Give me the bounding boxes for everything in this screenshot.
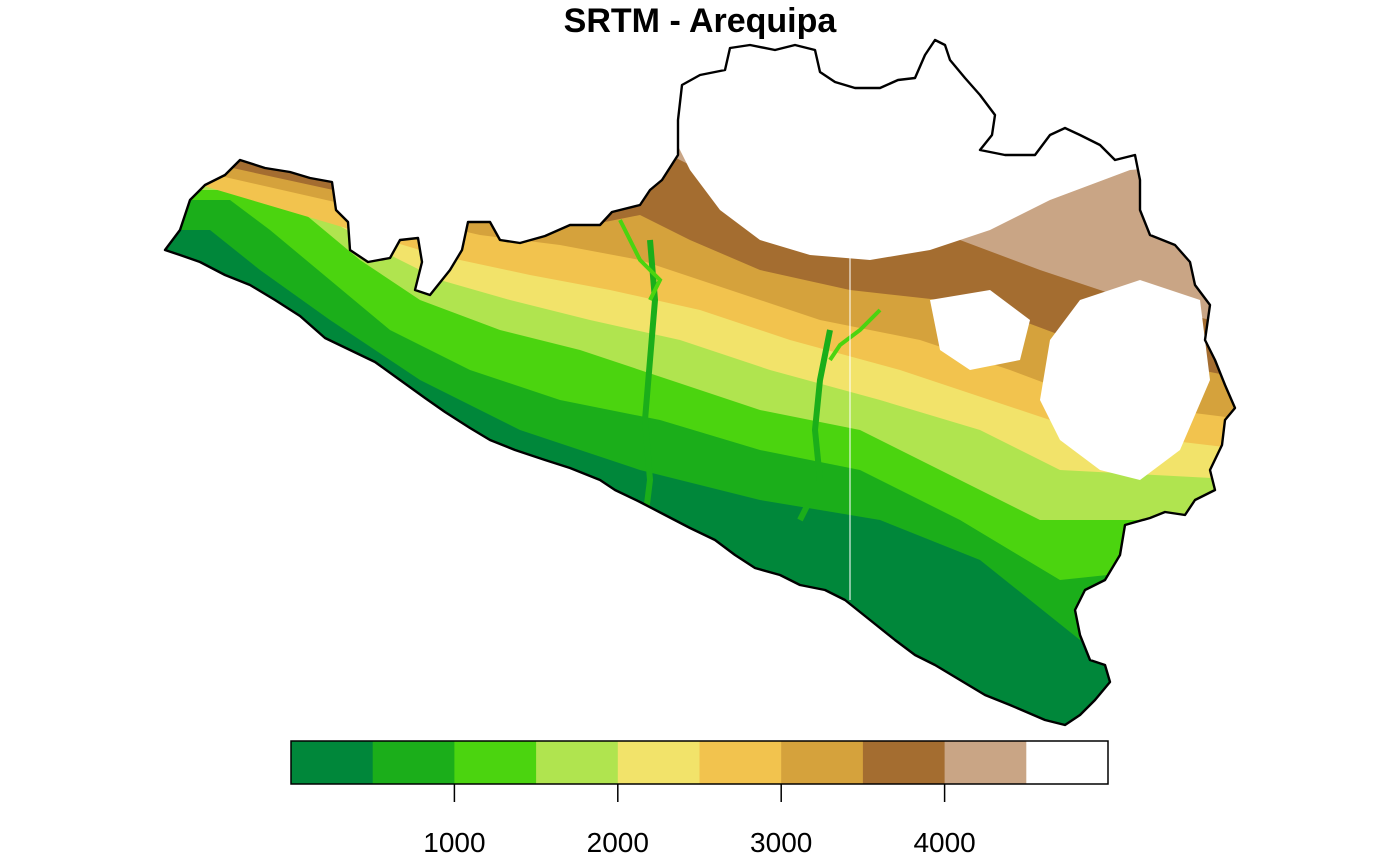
- legend-swatch-0: [291, 741, 374, 784]
- legend-swatch-1: [372, 741, 455, 784]
- region-boundary: [163, 38, 1237, 727]
- legend-colorbar: [291, 741, 1109, 784]
- elevation-raster: [165, 40, 1235, 725]
- legend-tick-label-3: 4000: [913, 827, 975, 858]
- legend-swatch-3: [536, 741, 619, 784]
- legend-tick-label-1: 2000: [587, 827, 649, 858]
- legend-swatch-6: [781, 741, 864, 784]
- legend-swatch-4: [617, 741, 700, 784]
- legend-swatch-8: [944, 741, 1027, 784]
- legend-swatch-5: [699, 741, 782, 784]
- legend-swatch-9: [1026, 741, 1109, 784]
- elevation-band-9c: [930, 290, 1030, 370]
- river-valley-2: [797, 329, 833, 522]
- legend-swatch-2: [454, 741, 537, 784]
- legend-tick-label-2: 3000: [750, 827, 812, 858]
- legend-swatch-7: [862, 741, 946, 784]
- elevation-band-9b: [1040, 280, 1210, 480]
- legend-frame: [290, 740, 1109, 785]
- legend-ticks: 1000 2000 3000 4000: [423, 784, 976, 858]
- map-title: SRTM - Arequipa: [563, 2, 837, 40]
- river-valley-3: [618, 219, 663, 301]
- legend-tick-label-0: 1000: [423, 827, 485, 858]
